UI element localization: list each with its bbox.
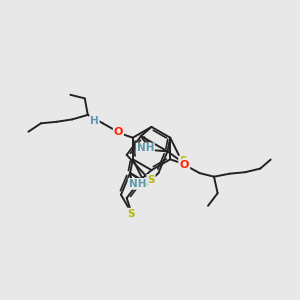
Text: H: H [90,116,99,126]
Text: O: O [180,160,189,170]
Text: S: S [147,175,154,185]
Text: S: S [140,179,148,189]
Text: S: S [179,156,187,166]
Text: O: O [114,127,123,137]
Text: S: S [127,208,135,219]
Text: NH: NH [136,143,154,154]
Text: NH: NH [129,179,146,189]
